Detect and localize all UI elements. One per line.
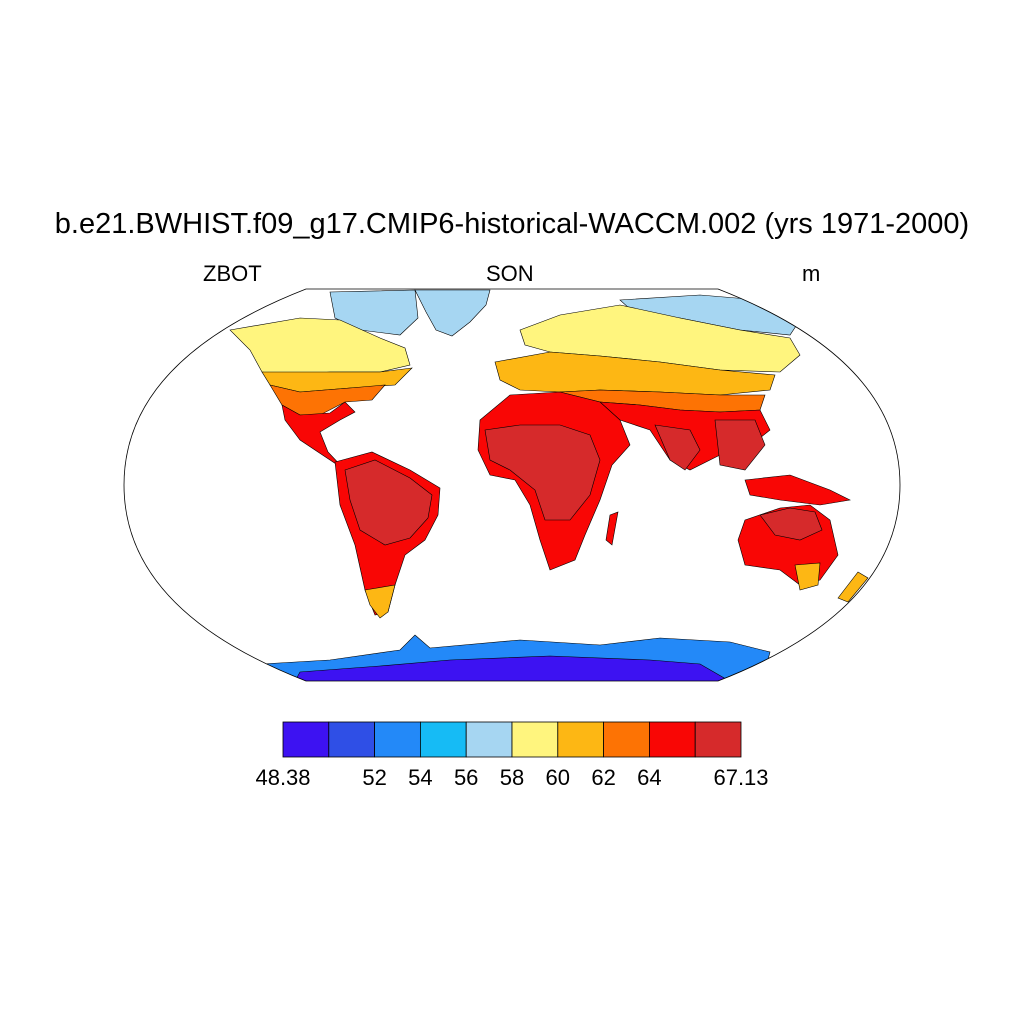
- new-zealand-region: [837, 571, 869, 603]
- colorbar-box-8: [649, 721, 696, 758]
- indonesia-region: [744, 474, 851, 506]
- eurasia-mid-region: [494, 351, 776, 396]
- colorbar-box-9: [694, 721, 742, 758]
- colorbar-label: 54: [408, 765, 433, 790]
- units-label: m: [802, 261, 821, 286]
- colorbar-label: 60: [545, 765, 571, 790]
- mexico-central-america-region: [281, 401, 356, 471]
- north-america-north-region: [229, 317, 411, 376]
- colorbar-label: 56: [453, 765, 479, 790]
- colorbar-box-0: [282, 721, 330, 758]
- colorbar-label: 52: [362, 765, 387, 790]
- colorbar-box-6: [557, 721, 604, 758]
- india-region: [654, 424, 701, 471]
- antarctica-interior-region: [289, 655, 747, 681]
- colorbar-label: 67.13: [713, 765, 769, 790]
- colorbar-box-3: [419, 721, 467, 758]
- south-america-core-region: [344, 459, 433, 546]
- season-label: SON: [486, 261, 534, 286]
- colorbar-label: 64: [637, 765, 662, 790]
- colorbar-box-1: [328, 721, 375, 758]
- australia-north-region: [759, 507, 823, 541]
- colorbar-box-2: [374, 721, 421, 758]
- plot-title: b.e21.BWHIST.f09_g17.CMIP6-historical-WA…: [54, 208, 970, 240]
- australia-south-region: [794, 562, 821, 591]
- variable-label: ZBOT: [203, 261, 262, 286]
- madagascar-region: [605, 511, 619, 546]
- greenland-region: [414, 289, 491, 337]
- globe-outline: [123, 288, 901, 682]
- colorbar-label: 58: [499, 765, 525, 790]
- colorbar-label: 62: [591, 765, 616, 790]
- colorbar-box-4: [465, 721, 513, 758]
- colorbar-box-5: [511, 721, 559, 758]
- africa-core-region: [484, 424, 601, 521]
- colorbar-label: 48.38: [255, 765, 311, 790]
- canada-arctic-region: [329, 289, 419, 336]
- colorbar-box-7: [603, 721, 650, 758]
- south-america-south-region: [364, 584, 396, 619]
- colorbar: [282, 721, 742, 758]
- southeast-asia-region: [714, 419, 766, 471]
